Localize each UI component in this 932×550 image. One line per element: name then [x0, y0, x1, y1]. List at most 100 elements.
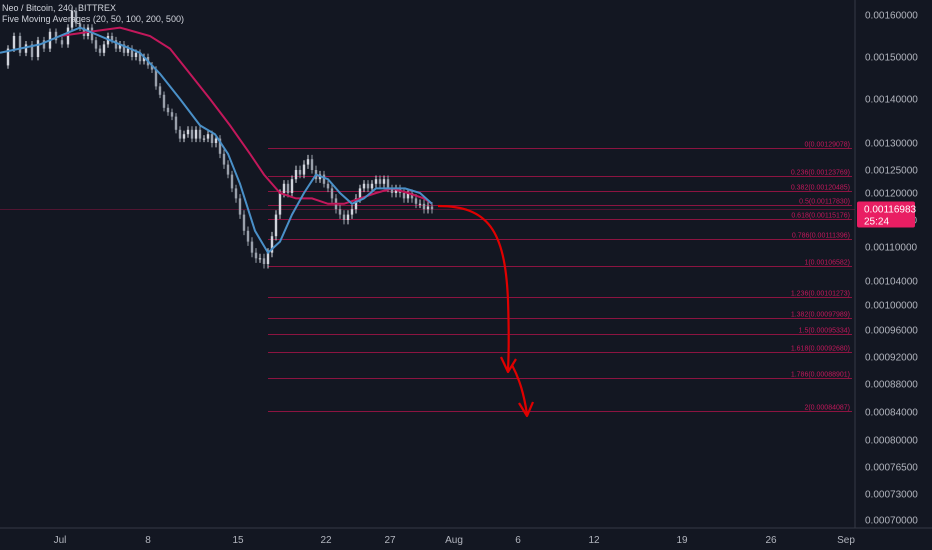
y-axis-tick-label: 0.00160000 [865, 11, 918, 22]
candle-body [358, 188, 362, 199]
candle-body [98, 48, 102, 53]
candle-body [354, 198, 358, 210]
candle-body [178, 129, 182, 139]
candle-body [60, 40, 64, 45]
candle-body [198, 129, 202, 139]
y-axis-tick-label: 0.00092000 [865, 353, 918, 364]
moving-average-fast-line [0, 26, 433, 255]
candle-body [406, 193, 410, 199]
x-axis-tick-label: 26 [765, 535, 777, 546]
candle-body [266, 252, 270, 264]
x-axis-tick-label: 22 [320, 535, 332, 546]
x-axis-tick-label: 19 [676, 535, 688, 546]
y-axis-tick-label: 0.00120000 [865, 189, 918, 200]
candle-body [362, 183, 366, 189]
y-axis-tick-label: 0.00076500 [865, 463, 918, 474]
candle-body [70, 10, 74, 28]
candle-body [298, 170, 302, 175]
fib-level-label: 1.618(0.00092680) [791, 346, 850, 353]
candle-body [386, 179, 390, 189]
candle-body [74, 10, 78, 24]
y-axis-tick-label: 0.00088000 [865, 380, 918, 391]
candle-body [378, 179, 382, 184]
candle-body [102, 44, 106, 53]
candle-body [330, 188, 334, 199]
candle-body [310, 159, 314, 170]
y-axis-tick-label: 0.00150000 [865, 53, 918, 64]
candle-body [142, 57, 146, 62]
candle-body [414, 198, 418, 204]
candle-body [234, 188, 238, 199]
chart-title[interactable]: Neo / Bitcoin, 240, BITTREX [2, 3, 117, 13]
candle-body [370, 183, 374, 189]
candle-body [170, 112, 174, 117]
candle-body [402, 193, 406, 199]
candle-body [36, 40, 40, 57]
candle-body [254, 252, 258, 259]
fib-level-label: 0.382(0.00120485) [791, 185, 850, 192]
candle-body [222, 153, 226, 165]
candle-body [210, 134, 214, 143]
candle-body [114, 40, 118, 49]
candle-body [78, 23, 82, 28]
candle-body [342, 214, 346, 220]
candle-body [118, 44, 122, 49]
candle-body [262, 258, 266, 264]
fib-level-label: 1.5(0.00095334) [799, 328, 850, 335]
x-axis-tick-label: Aug [445, 535, 463, 546]
candle-body [426, 206, 430, 210]
candle-body [94, 40, 98, 49]
y-axis-tick-label: 0.00140000 [865, 95, 918, 106]
candle-body [126, 48, 130, 53]
y-axis-tick-label: 0.00096000 [865, 326, 918, 337]
fib-level-label: 0(0.00129078) [804, 142, 850, 149]
bar-countdown: 25:24 [864, 217, 889, 228]
candle-body [90, 27, 94, 41]
candle-body [326, 183, 330, 189]
y-axis-tick-label: 0.00100000 [865, 301, 918, 312]
candle-body [230, 174, 234, 189]
y-axis-tick-label: 0.00084000 [865, 408, 918, 419]
candle-body [18, 36, 22, 53]
candle-body [134, 52, 138, 57]
candle-body [290, 179, 294, 193]
candle-body [206, 134, 210, 139]
candle-body [422, 203, 426, 210]
candle-body [282, 183, 286, 193]
candle-body [54, 31, 58, 41]
x-axis-tick-label: Jul [54, 535, 67, 546]
candle-body [322, 174, 326, 184]
candle-body [218, 138, 222, 154]
candle-body [174, 116, 178, 130]
fib-level-label: 0.236(0.00123769) [791, 170, 850, 177]
candle-body [154, 69, 158, 87]
candle-body [138, 52, 142, 62]
candle-body [6, 48, 10, 66]
y-axis-tick-label: 0.00070000 [865, 516, 918, 527]
projection-arrow-kink [500, 356, 517, 374]
candle-body [374, 179, 378, 184]
x-axis-tick-label: 6 [515, 535, 521, 546]
y-axis-tick-label: 0.00110000 [865, 243, 918, 254]
projection-arrow-head [518, 401, 535, 418]
x-axis-tick-label: Sep [837, 535, 855, 546]
candle-body [190, 129, 194, 139]
x-axis-tick-label: 8 [145, 535, 151, 546]
last-price-value: 0.00116983 [864, 205, 917, 216]
x-axis-tick-label: 27 [384, 535, 396, 546]
candle-body [286, 183, 290, 193]
candle-body [278, 193, 282, 215]
x-axis-tick-label: 15 [232, 535, 244, 546]
fib-level-label: 1.382(0.00097989) [791, 312, 850, 319]
candle-body [246, 230, 250, 242]
candle-body [166, 107, 170, 113]
candle-body [338, 209, 342, 215]
candle-body [250, 241, 254, 253]
y-axis-tick-label: 0.00080000 [865, 436, 918, 447]
candle-body [418, 203, 422, 205]
candle-body [394, 188, 398, 193]
indicator-legend[interactable]: Five Moving Averages (20, 50, 100, 200, … [2, 14, 184, 24]
projection-arrow-lower [511, 364, 529, 415]
y-axis-tick-label: 0.00073000 [865, 490, 918, 501]
